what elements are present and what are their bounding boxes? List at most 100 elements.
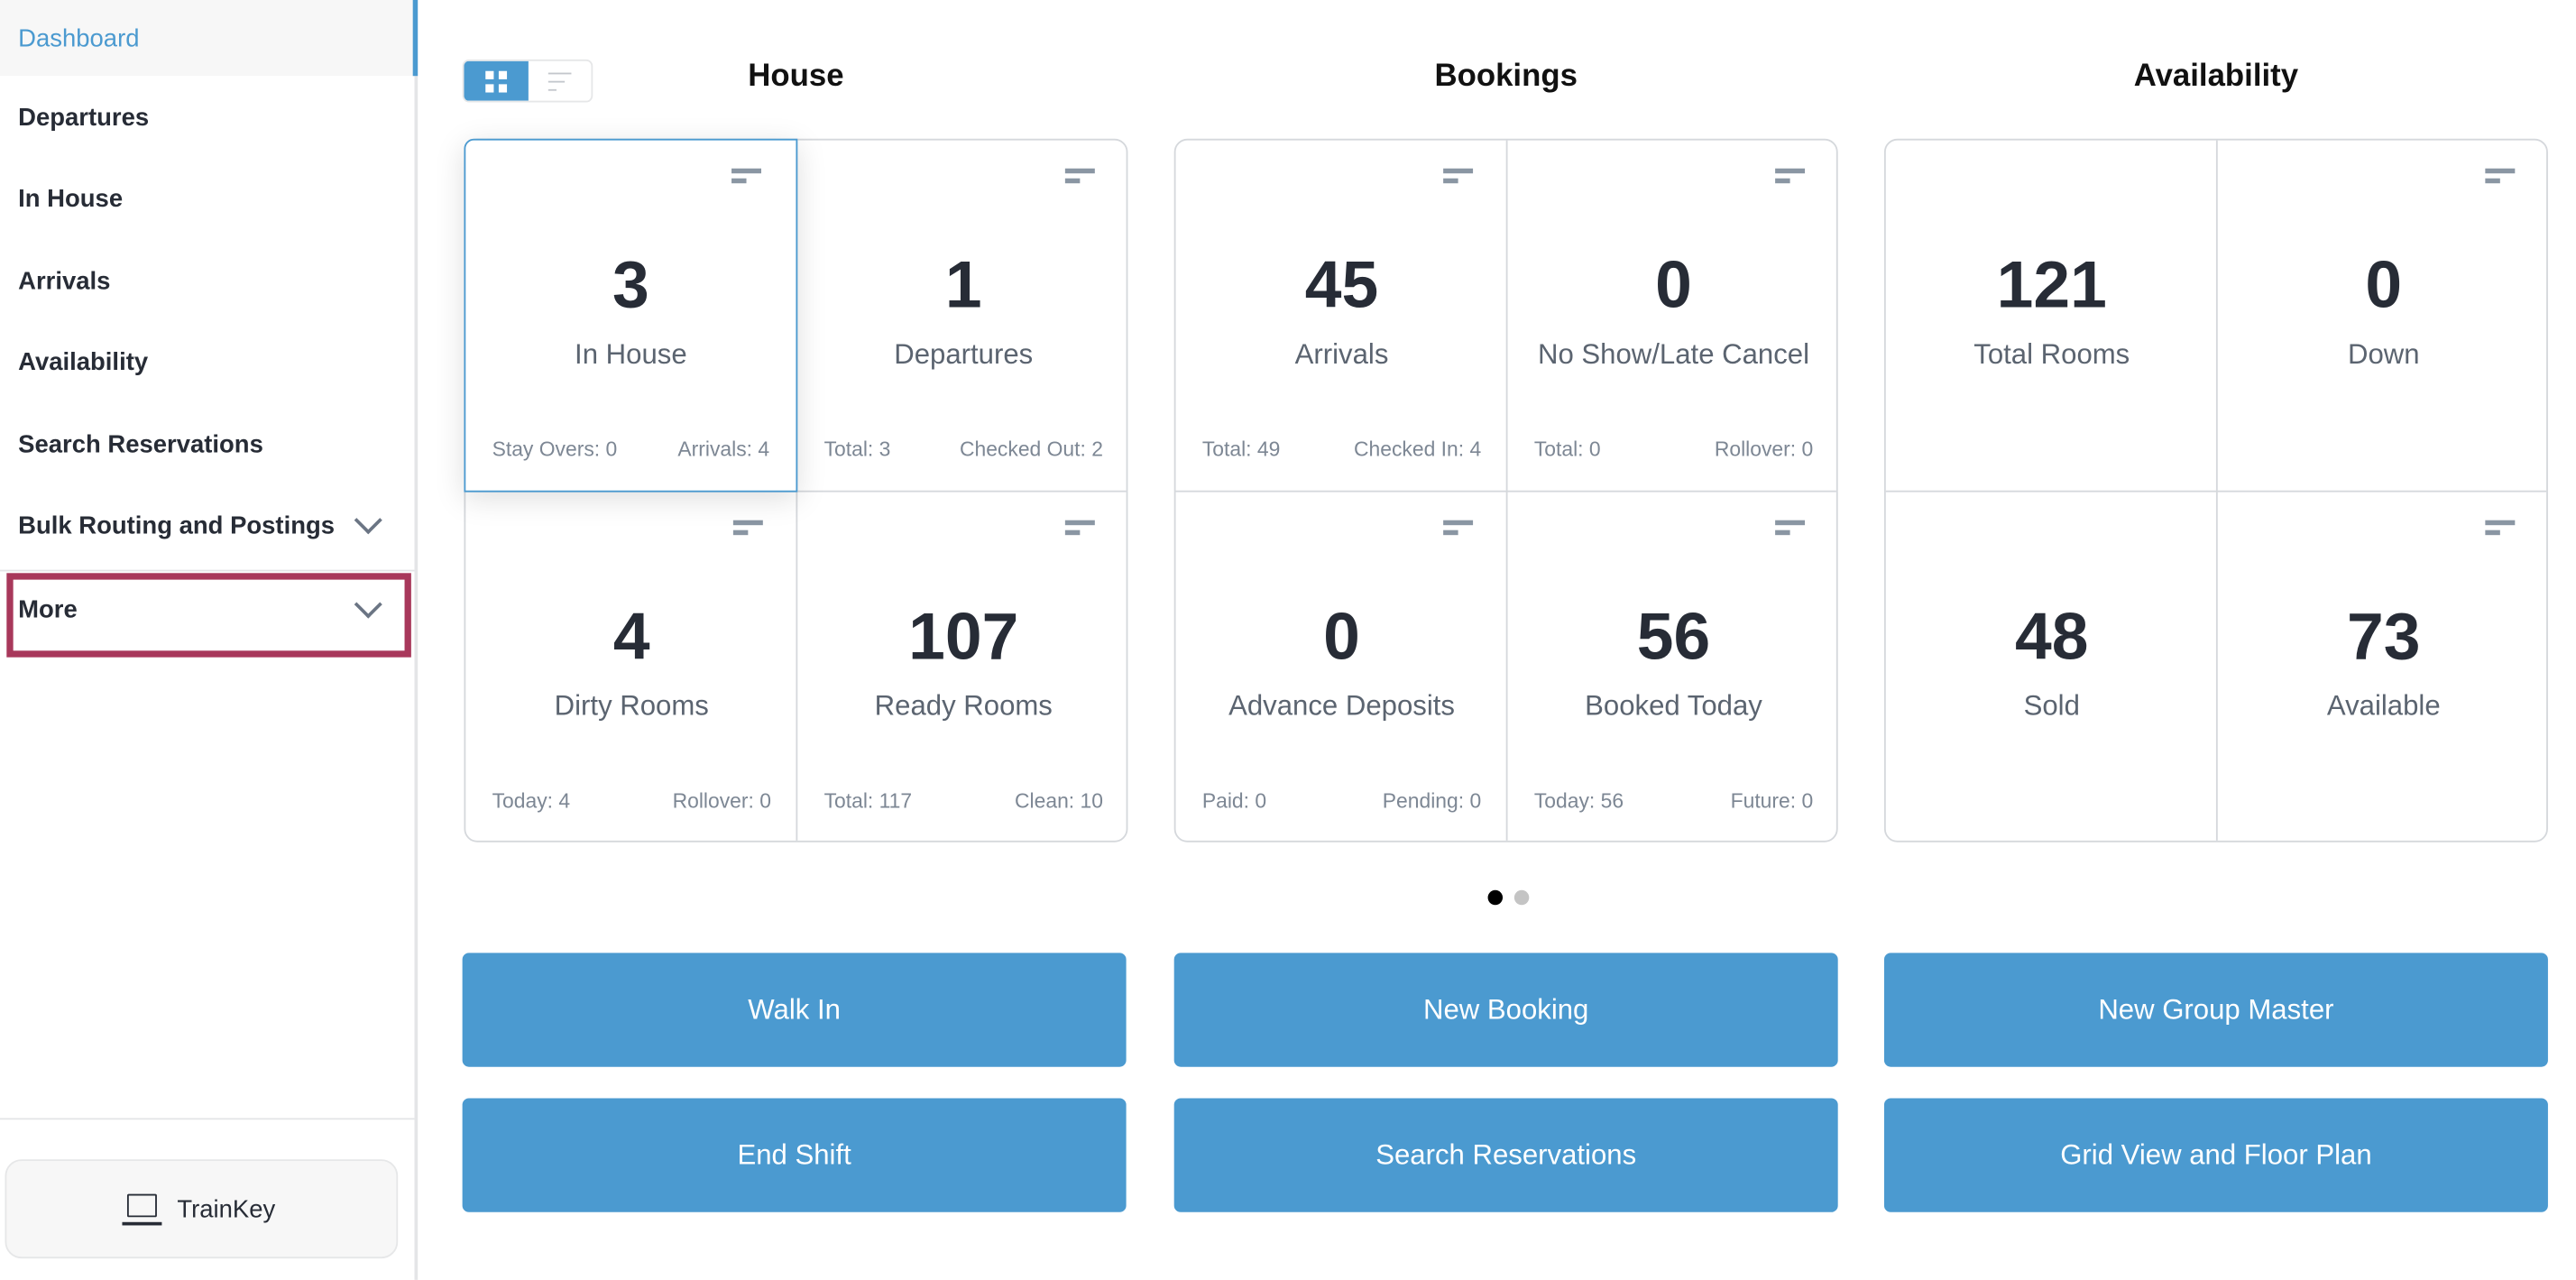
stat-value: 1 (944, 249, 982, 323)
sidebar-item-label: Bulk Routing and Postings (18, 511, 336, 539)
grid-view-floor-plan-button[interactable]: Grid View and Floor Plan (1883, 1098, 2548, 1212)
stat-card-dirty-rooms[interactable]: 4 Dirty Rooms Today: 4 Rollover: 0 (465, 493, 797, 844)
sidebar-item-in-house[interactable]: In House (0, 161, 415, 236)
card-group-house: 3 In House Stay Overs: 0 Arrivals: 4 1 Depart… (464, 138, 1129, 844)
stat-label: Ready Rooms (874, 690, 1053, 723)
sidebar-item-bulk-routing[interactable]: Bulk Routing and Postings (0, 487, 415, 563)
menu-icon[interactable] (1443, 168, 1474, 189)
section-title-house: House (748, 59, 844, 95)
search-reservations-button[interactable]: Search Reservations (1173, 1098, 1838, 1212)
stat-value: 4 (612, 601, 650, 674)
stat-footer-right: Checked In: 4 (1353, 437, 1482, 461)
stat-footer-left: Total: 49 (1201, 437, 1281, 461)
stat-card-down[interactable]: 0 Down (2218, 141, 2550, 493)
stat-card-in-house[interactable]: 3 In House Stay Overs: 0 Arrivals: 4 (464, 138, 798, 493)
laptop-icon (122, 1193, 162, 1226)
pagination-dot-active[interactable] (1487, 889, 1504, 906)
menu-icon[interactable] (2485, 520, 2516, 540)
stat-card-total-rooms[interactable]: 121 Total Rooms (1886, 141, 2218, 493)
stat-value: 56 (1636, 601, 1711, 674)
stat-footer-left: Stay Overs: 0 (492, 437, 618, 461)
stat-card-arrivals[interactable]: 45 Arrivals Total: 49 Checked In: 4 (1176, 141, 1508, 493)
stat-value: 73 (2347, 601, 2421, 674)
stat-label: Available (2326, 690, 2441, 723)
sidebar-item-label: More (18, 595, 78, 624)
stat-footer-left: Today: 4 (492, 789, 571, 813)
stat-value: 0 (2365, 249, 2403, 323)
stat-card-departures[interactable]: 1 Departures Total: 3 Checked Out: 2 (797, 141, 1129, 493)
stat-footer-right: Pending: 0 (1382, 789, 1482, 813)
menu-icon[interactable] (1064, 168, 1095, 189)
sidebar-item-label: Availability (18, 347, 149, 376)
view-toggle (462, 59, 593, 103)
walk-in-button[interactable]: Walk In (462, 953, 1127, 1067)
stat-label: Sold (2023, 690, 2080, 723)
new-group-master-button[interactable]: New Group Master (1883, 953, 2548, 1067)
section-title-bookings: Bookings (1434, 59, 1578, 95)
stat-card-no-show-late-cancel[interactable]: 0 No Show/Late Cancel Total: 0 Rollover: 0 (1508, 141, 1840, 493)
menu-icon[interactable] (731, 168, 761, 189)
new-booking-button[interactable]: New Booking (1173, 953, 1838, 1067)
sidebar-item-label: Search Reservations (18, 429, 263, 459)
stat-label: Booked Today (1585, 690, 1762, 723)
stat-footer-right: Rollover: 0 (1714, 437, 1814, 461)
stat-footer-left: Total: 117 (823, 789, 913, 813)
stat-card-ready-rooms[interactable]: 107 Ready Rooms Total: 117 Clean: 10 (797, 493, 1129, 844)
list-view-button[interactable] (528, 61, 591, 101)
sidebar-item-arrivals[interactable]: Arrivals (0, 243, 415, 318)
stat-value: 0 (1323, 601, 1360, 674)
stat-label: Down (2347, 338, 2420, 371)
stat-label: Total Rooms (1973, 338, 2130, 371)
grid-view-button[interactable] (464, 60, 528, 101)
trainkey-label: TrainKey (177, 1194, 276, 1223)
stat-label: Advance Deposits (1228, 690, 1455, 723)
sidebar-item-availability[interactable]: Availability (0, 324, 415, 400)
stat-card-available[interactable]: 73 Available (2218, 493, 2550, 844)
stat-label: Departures (894, 338, 1034, 371)
stat-footer-left: Paid: 0 (1201, 789, 1267, 813)
stat-footer-left: Total: 3 (823, 437, 891, 461)
stat-footer-right: Future: 0 (1730, 789, 1814, 813)
stat-value: 0 (1655, 249, 1692, 323)
stat-card-sold[interactable]: 48 Sold (1886, 493, 2218, 844)
menu-icon[interactable] (1775, 168, 1806, 189)
sidebar-item-more[interactable]: More (0, 571, 415, 647)
stat-label: In House (575, 338, 687, 371)
card-group-availability: 121 Total Rooms 0 Down 48 Sold 73 Available (1883, 138, 2550, 844)
stat-value: 107 (908, 601, 1019, 674)
stat-value: 45 (1304, 249, 1379, 323)
stat-footer-right: Arrivals: 4 (677, 437, 770, 461)
sidebar-item-label: In House (18, 184, 124, 213)
card-group-bookings: 45 Arrivals Total: 49 Checked In: 4 0 No Show… (1173, 138, 1840, 844)
sidebar-item-search-reservations[interactable]: Search Reservations (0, 406, 415, 482)
pagination-dot[interactable] (1513, 889, 1530, 906)
end-shift-button[interactable]: End Shift (462, 1098, 1127, 1212)
divider (1885, 490, 2547, 493)
stat-footer-right: Rollover: 0 (672, 789, 771, 813)
stat-card-advance-deposits[interactable]: 0 Advance Deposits Paid: 0 Pending: 0 (1176, 493, 1508, 844)
divider (0, 569, 415, 572)
sidebar-item-label: Departures (18, 103, 150, 132)
stat-value: 3 (612, 249, 649, 323)
stat-footer-right: Checked Out: 2 (959, 437, 1103, 461)
stat-footer-left: Today: 56 (1533, 789, 1624, 813)
menu-icon[interactable] (2485, 168, 2516, 189)
stat-card-booked-today[interactable]: 56 Booked Today Today: 56 Future: 0 (1508, 493, 1840, 844)
grid-icon (484, 69, 507, 92)
stat-value: 121 (1996, 249, 2107, 323)
stat-footer-left: Total: 0 (1533, 437, 1601, 461)
sidebar-item-departures[interactable]: Departures (0, 79, 415, 155)
trainkey-button[interactable]: TrainKey (5, 1159, 399, 1259)
stat-label: No Show/Late Cancel (1537, 338, 1810, 371)
stat-footer-right: Clean: 10 (1014, 789, 1103, 813)
menu-icon[interactable] (1775, 520, 1806, 540)
menu-icon[interactable] (732, 520, 763, 540)
list-icon (547, 65, 571, 97)
divider (1175, 490, 1836, 493)
chevron-down-icon (354, 506, 382, 535)
sidebar: Dashboard Departures In House Arrivals A… (0, 0, 419, 1280)
sidebar-item-label: Dashboard (18, 23, 140, 52)
menu-icon[interactable] (1064, 520, 1095, 540)
sidebar-item-dashboard[interactable]: Dashboard (0, 0, 419, 77)
menu-icon[interactable] (1443, 520, 1474, 540)
